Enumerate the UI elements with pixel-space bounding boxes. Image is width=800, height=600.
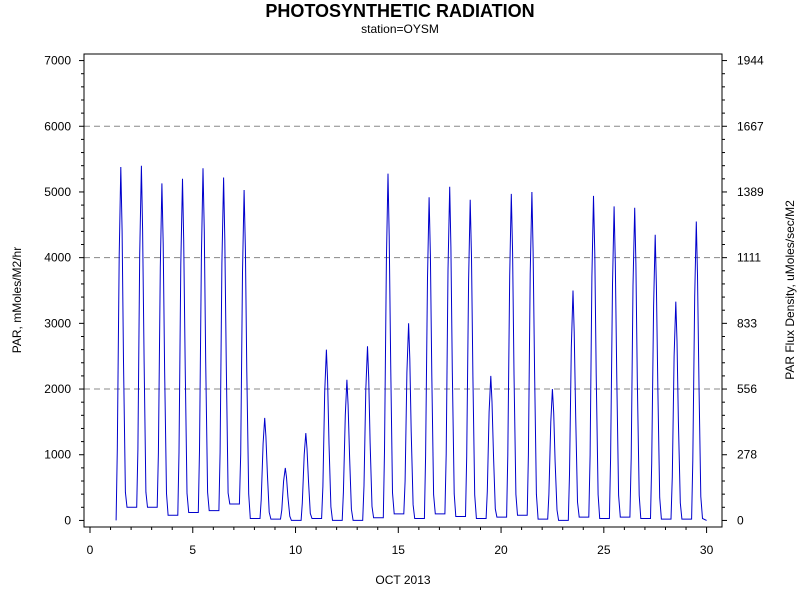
y-tick-label: 1000 — [44, 448, 71, 462]
par-series-line — [115, 165, 707, 521]
y-tick-label: 4000 — [44, 251, 71, 265]
x-axis-label: OCT 2013 — [375, 573, 430, 587]
y-axis-label-right: PAR Flux Density, uMoles/sec/M2 — [783, 200, 797, 380]
x-tick-label: 15 — [392, 543, 406, 557]
y2-tick-label: 556 — [737, 382, 757, 396]
y2-tick-label: 278 — [737, 448, 757, 462]
y2-tick-label: 0 — [737, 513, 744, 527]
x-tick-label: 20 — [494, 543, 508, 557]
y2-tick-label: 1667 — [737, 119, 764, 133]
plot-frame — [83, 53, 723, 528]
y2-tick-label: 1944 — [737, 54, 764, 68]
y-tick-label: 2000 — [44, 382, 71, 396]
chart-title: PHOTOSYNTHETIC RADIATION — [265, 1, 535, 21]
x-tick-label: 10 — [289, 543, 303, 557]
y-tick-label: 5000 — [44, 185, 71, 199]
chart-subtitle: station=OYSM — [361, 22, 439, 36]
x-tick-label: 30 — [700, 543, 714, 557]
y-axis-right: 0 278 556 833 1111 1389 1667 1944 — [722, 54, 764, 527]
y-tick-label: 0 — [64, 513, 71, 527]
y-tick-label: 7000 — [44, 54, 71, 68]
x-axis: 0 5 10 15 20 25 30 — [87, 527, 714, 557]
y-axis-label-left: PAR, mMoles/M2/hr — [10, 247, 24, 353]
y-axis-left: 0 1000 2000 3000 4000 5000 6000 7000 — [44, 54, 84, 527]
y-tick-label: 6000 — [44, 119, 71, 133]
x-tick-label: 0 — [87, 543, 94, 557]
x-tick-label: 5 — [189, 543, 196, 557]
par-series — [115, 165, 707, 521]
y2-tick-label: 833 — [737, 316, 757, 330]
y-tick-label: 3000 — [44, 316, 71, 330]
y2-tick-label: 1111 — [737, 251, 761, 265]
y2-tick-label: 1389 — [737, 185, 764, 199]
x-tick-label: 25 — [597, 543, 611, 557]
